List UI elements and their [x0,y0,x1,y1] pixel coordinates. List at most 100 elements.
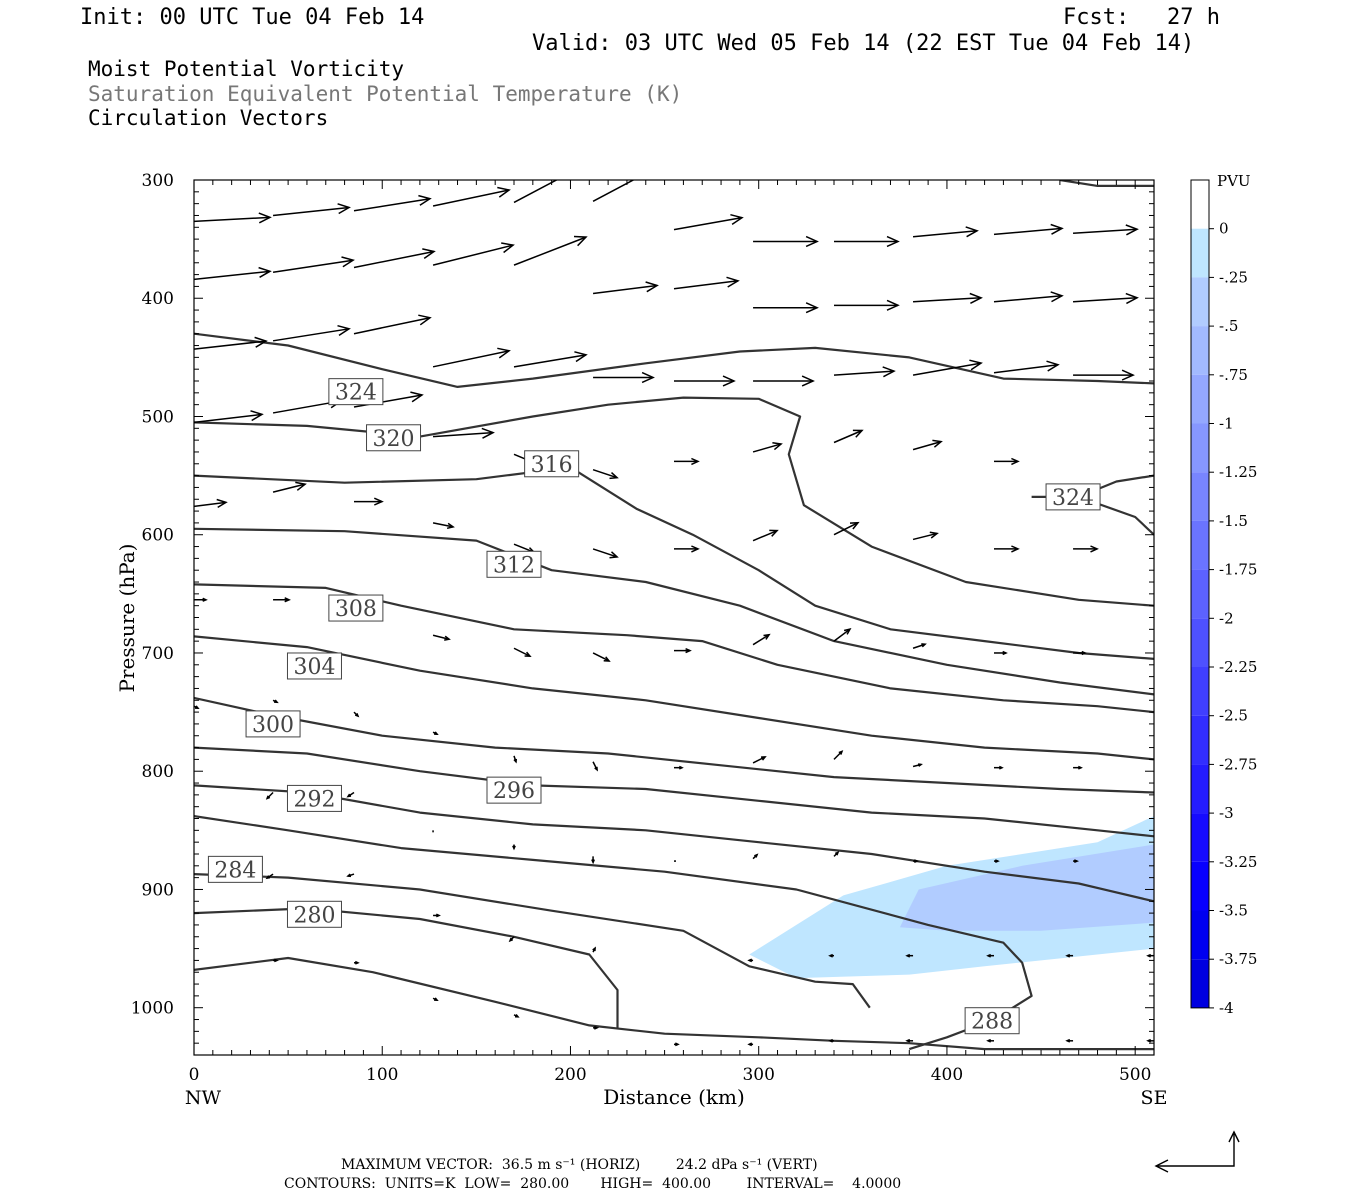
vector-head [524,651,532,658]
circulation-vector [592,946,596,953]
contour-line-296 [194,746,1154,838]
circulation-vector [752,756,767,764]
vector-shaft [272,328,350,342]
circulation-vector [674,457,700,466]
vector-head [1090,545,1099,553]
circulation-vector [912,359,983,376]
vector-head [418,314,432,326]
vector-head [346,793,352,798]
pv-shading [749,816,1154,979]
vector-shaft [353,198,431,212]
colorbar-label: -1 [1219,415,1234,433]
colorbar-swatch [1191,228,1209,278]
colorbar-swatch [1191,861,1209,911]
vector-head [434,997,439,1002]
circulation-vector [513,755,518,764]
circulation-vector [592,468,619,480]
vector-head [886,235,900,248]
vector-head [726,276,740,288]
circulation-vector [833,750,844,760]
colorbar-label: -3 [1219,804,1234,822]
vector-shaft [432,189,510,207]
vector-head [265,795,271,800]
vector-head [969,359,983,371]
circulation-vector [994,650,1008,656]
circulation-vector [828,953,834,958]
circulation-vector [1146,953,1154,958]
contour-label-box [964,1007,1020,1035]
vector-head [592,946,596,952]
vector-shaft [993,295,1063,303]
x-axis-title: Distance (km) [603,1085,745,1109]
contour-label: 280 [293,903,335,928]
vector-head [594,1025,600,1030]
vector-shaft [993,363,1059,374]
circulation-vector [993,360,1060,374]
circulation-vector [513,180,559,204]
circulation-vector [272,256,355,273]
contour-label-box [366,424,422,452]
vector-head [691,545,700,553]
colorbar-swatch [1191,764,1209,814]
circulation-vector [752,853,759,860]
field-title-contours: Saturation Equivalent Potential Temperat… [88,82,683,106]
circulation-vector [994,859,1000,863]
circulation-vector [346,791,355,798]
circulation-vector [905,953,914,958]
theta-es-contours [194,180,1154,1051]
vector-head [929,531,939,539]
circulation-vector [1073,859,1080,863]
vector-head [986,1038,992,1043]
colorbar-swatch [1191,959,1209,1008]
vector-head [594,766,598,772]
circulation-vector [512,844,516,851]
y-tick-label: 800 [142,762,174,782]
circulation-vector [513,351,588,368]
vector-shaft [912,362,982,376]
circulation-vector [353,314,432,335]
colorbar-swatch [1191,813,1209,862]
y-tick-label: 500 [142,407,174,427]
vector-head [905,953,911,958]
vector-head [932,439,943,448]
vector-head [649,165,661,174]
colorbar-label: -3.25 [1219,853,1257,871]
contour-label: 324 [335,381,377,406]
vector-head [354,960,360,965]
contour-line-300 [194,696,1154,794]
circulation-vector [833,627,852,642]
max-vector-note: MAXIMUM VECTOR: 36.5 m s⁻¹ (HORIZ) 24.2 … [341,1157,818,1173]
vector-shaft [833,750,843,760]
vector-head [410,391,424,403]
colorbar-swatch [1191,520,1209,570]
field-title-shaded: Moist Potential Vorticity [88,57,405,81]
y-tick-label: 300 [142,171,174,191]
colorbar-swatch [1191,910,1209,960]
contour-label: 316 [531,453,573,478]
circulation-vector [986,1038,994,1043]
contour-label: 304 [293,655,335,680]
vector-shaft [1073,297,1138,303]
vector-head [574,351,588,363]
circulation-vector [1073,545,1099,553]
vector-shaft [592,468,618,479]
forecast-hours: 27 h [1167,5,1220,30]
circulation-vector [432,731,439,736]
vector-head [513,758,518,764]
colorbar-swatch [1191,618,1209,667]
circulation-vector [194,266,272,281]
vector-head [202,597,208,602]
vector-head [905,1038,911,1043]
vector-head [838,750,844,755]
circulation-vector [194,212,272,224]
circulation-vector [828,1038,834,1043]
circulation-vector [674,765,684,770]
vector-head [921,643,927,648]
contour-label-box [328,378,384,406]
contour-line-324 [194,332,1154,388]
vector-head [497,186,511,198]
colorbar-label: -1.5 [1219,512,1248,530]
vector-head [1046,360,1060,372]
vector-shaft [752,443,782,453]
contour-line-316 [194,466,1154,660]
